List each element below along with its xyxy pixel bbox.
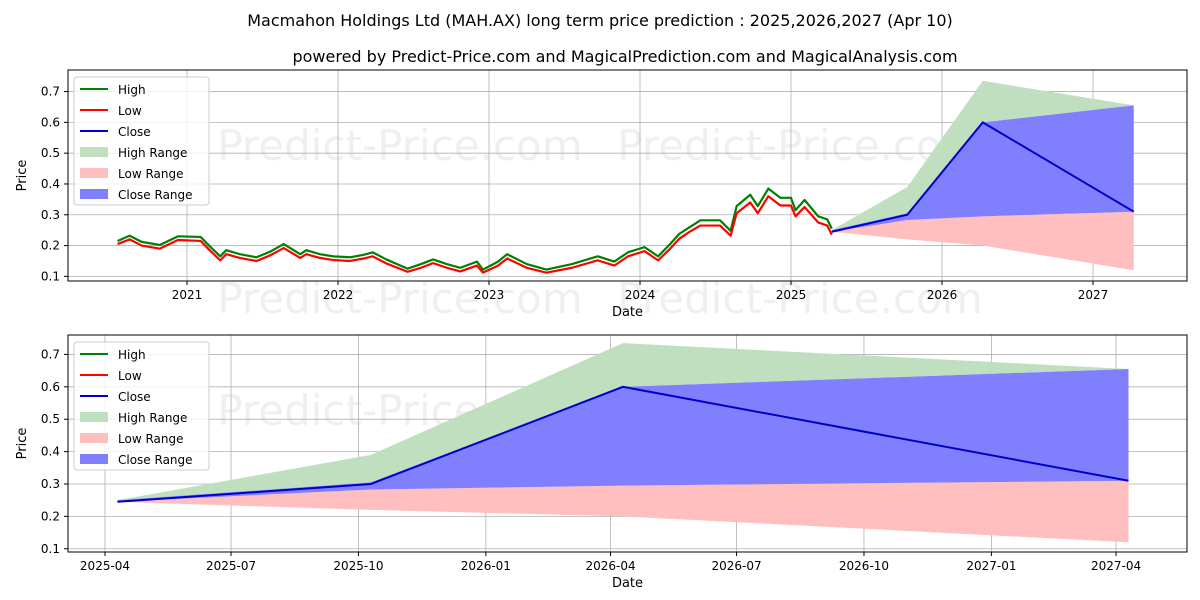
x-tick-label: 2025-10 [333, 559, 383, 573]
y-tick-label: 0.1 [41, 269, 60, 283]
x-tick-label: 2027-01 [966, 559, 1016, 573]
y-tick-label: 0.5 [41, 146, 60, 160]
x-axis-label: Date [612, 305, 643, 320]
x-tick-label: 2026-04 [585, 559, 635, 573]
forecast-panel: Predict-Price.comPredict-Price.com0.10.2… [15, 334, 1188, 591]
legend-label: Close [118, 125, 151, 139]
x-tick-label: 2023 [474, 288, 505, 302]
legend-swatch-high-range [80, 147, 108, 157]
legend-swatch-high-range [80, 412, 108, 422]
x-tick-label: 2022 [323, 288, 354, 302]
legend: High Low Close High Range Low Range Close Ran… [73, 76, 210, 206]
y-tick-label: 0.5 [41, 412, 60, 426]
x-tick-label: 2026-01 [461, 559, 511, 573]
plot-frame [67, 69, 1188, 282]
high-range-area [831, 80, 1134, 231]
y-axis-label: Price [15, 160, 30, 192]
x-tick-label: 2027-04 [1091, 559, 1141, 573]
legend-swatch-low-range [80, 433, 108, 443]
x-tick-label: 2026-10 [839, 559, 889, 573]
legend-label: Low [118, 369, 142, 383]
legend-swatch-close-range [80, 189, 108, 199]
legend-swatch-low-range [80, 168, 108, 178]
x-tick-label: 2026 [927, 288, 958, 302]
y-tick-label: 0.2 [41, 239, 60, 253]
low-range-area [117, 480, 1129, 543]
legend-label: High [118, 348, 146, 362]
low-range-area [831, 211, 1134, 271]
legend-label: Close Range [118, 188, 193, 202]
legend-label: High Range [118, 146, 187, 160]
high-range-area [117, 343, 1129, 501]
legend-label: Close Range [118, 453, 193, 467]
x-axis-label: Date [612, 576, 643, 591]
x-tick-label: 2026-07 [711, 559, 761, 573]
plot-frame [67, 334, 1188, 553]
legend-label: Low Range [118, 167, 183, 181]
watermark: Predict-Price.com [617, 121, 982, 170]
x-tick-label: 2024 [625, 288, 656, 302]
y-tick-label: 0.7 [41, 85, 60, 99]
legend-label: Low [118, 104, 142, 118]
legend-label: High Range [118, 411, 187, 425]
low-line [117, 195, 833, 274]
chart-subtitle: powered by Predict-Price.com and Magical… [292, 47, 957, 66]
high-line [117, 187, 833, 271]
y-tick-label: 0.2 [41, 509, 60, 523]
legend-swatch-close-range [80, 454, 108, 464]
legend-label: High [118, 83, 146, 97]
close-line [831, 121, 1135, 233]
x-tick-label: 2027 [1078, 288, 1109, 302]
chart-title: Macmahon Holdings Ltd (MAH.AX) long term… [247, 11, 953, 30]
close-range-area [831, 105, 1134, 232]
legend: High Low Close High Range Low Range Close Ran… [73, 341, 210, 471]
y-tick-label: 0.7 [41, 347, 60, 361]
watermark: Predict-Price.com [217, 121, 582, 170]
x-tick-label: 2025-07 [206, 559, 256, 573]
history-panel: Predict-Price.com Predict-Price.com Predic… [15, 69, 1188, 323]
watermark: Predict-Price.com [217, 274, 582, 323]
y-tick-label: 0.3 [41, 477, 60, 491]
y-axis-label: Price [15, 428, 30, 460]
x-tick-label: 2025-04 [80, 559, 130, 573]
x-tick-label: 2025 [776, 288, 807, 302]
y-tick-label: 0.6 [41, 380, 60, 394]
legend-label: Low Range [118, 432, 183, 446]
y-tick-label: 0.4 [41, 445, 60, 459]
close-range-area [117, 369, 1129, 502]
y-tick-label: 0.6 [41, 115, 60, 129]
y-tick-label: 0.4 [41, 177, 60, 191]
close-line [117, 385, 1129, 503]
watermark: Predict-Price.com [617, 274, 982, 323]
y-tick-label: 0.3 [41, 208, 60, 222]
y-tick-label: 0.1 [41, 542, 60, 556]
x-tick-label: 2021 [172, 288, 203, 302]
legend-label: Close [118, 390, 151, 404]
